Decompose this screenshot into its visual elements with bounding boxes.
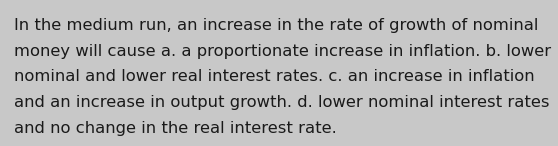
Text: In the medium run, an increase in the rate of growth of nominal: In the medium run, an increase in the ra… — [14, 18, 538, 33]
Text: money will cause a. a proportionate increase in inflation. b. lower: money will cause a. a proportionate incr… — [14, 44, 551, 59]
Text: and no change in the real interest rate.: and no change in the real interest rate. — [14, 121, 336, 137]
Text: and an increase in output growth. d. lower nominal interest rates: and an increase in output growth. d. low… — [14, 95, 550, 111]
Text: nominal and lower real interest rates. c. an increase in inflation: nominal and lower real interest rates. c… — [14, 69, 535, 85]
